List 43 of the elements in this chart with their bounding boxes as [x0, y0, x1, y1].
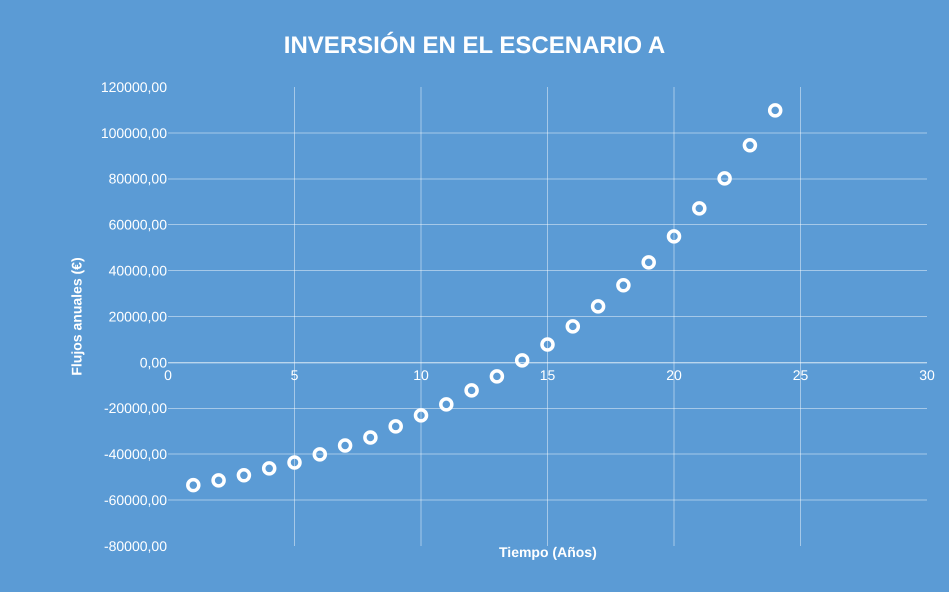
point: [388, 419, 403, 434]
point: [666, 229, 682, 244]
chart-title: INVERSIÓN EN EL ESCENARIO A: [284, 30, 666, 59]
x-axis-title: Tiempo (Años): [499, 544, 597, 560]
y-tick-label: 40000,00: [108, 262, 168, 278]
point: [338, 438, 352, 453]
y-tick-label: -40000,00: [104, 446, 168, 462]
point: [742, 138, 758, 153]
y-tick-label: -20000,00: [104, 400, 168, 416]
y-tick-label: 80000,00: [108, 170, 168, 187]
y-axis-title: Flujos anuales (€): [68, 257, 84, 376]
point: [439, 397, 454, 412]
x-tick-label: 10: [413, 367, 429, 384]
point: [641, 255, 656, 270]
x-tick-label: 15: [540, 367, 556, 384]
point: [616, 278, 631, 293]
point: [590, 299, 606, 314]
point: [312, 447, 328, 462]
y-tick-label: 120000,00: [100, 78, 168, 95]
point: [414, 408, 428, 423]
point: [490, 369, 504, 384]
point: [692, 201, 707, 216]
point: [717, 171, 732, 186]
point: [363, 430, 378, 445]
point: [236, 468, 252, 483]
point: [464, 383, 479, 398]
x-tick-label: 5: [290, 367, 299, 384]
y-tick-label: 60000,00: [108, 216, 168, 233]
x-tick-label: 25: [792, 367, 808, 384]
point: [287, 455, 302, 470]
point: [768, 103, 782, 118]
x-tick-label: 30: [919, 367, 935, 384]
x-tick-label: 20: [666, 367, 682, 384]
point: [186, 478, 201, 492]
point: [514, 353, 530, 368]
y-tick-label: -60000,00: [104, 492, 168, 508]
y-tick-label: 100000,00: [100, 124, 168, 141]
point: [540, 337, 555, 352]
point: [211, 473, 226, 488]
y-tick-label: -80000,00: [104, 538, 168, 554]
point: [262, 461, 276, 476]
y-tick-label: 20000,00: [108, 308, 168, 324]
point: [566, 319, 580, 334]
